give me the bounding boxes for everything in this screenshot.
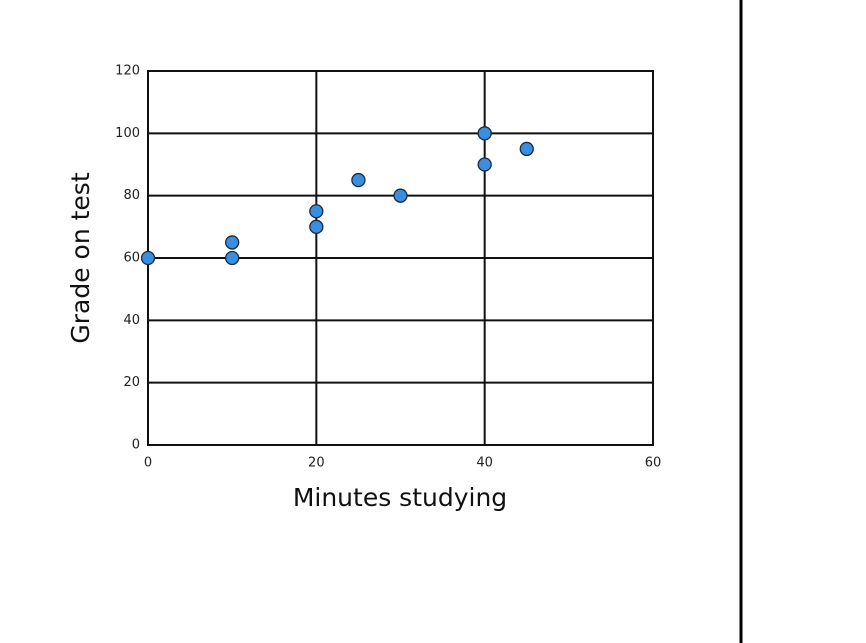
x-tick-label: 60 <box>645 456 662 471</box>
point <box>519 141 534 157</box>
x-axis-title: Minutes studying <box>293 483 507 512</box>
y-axis-title: Grade on test <box>66 172 95 343</box>
point <box>477 126 492 141</box>
point <box>309 219 324 234</box>
point <box>225 250 240 266</box>
point <box>393 188 408 203</box>
y-tick-label: 60 <box>123 251 140 266</box>
point <box>351 172 366 188</box>
y-tick-label: 80 <box>123 188 140 203</box>
point <box>477 157 492 172</box>
y-tick-label: 100 <box>115 126 140 141</box>
y-tick-label: 0 <box>132 438 140 453</box>
point <box>309 204 324 219</box>
x-tick-label: 0 <box>144 456 152 471</box>
x-tick-label: 40 <box>476 456 493 471</box>
x-tick-label: 20 <box>308 456 325 471</box>
point <box>140 250 156 266</box>
y-tick-label: 40 <box>123 313 140 328</box>
y-tick-label: 20 <box>123 375 140 390</box>
point <box>225 235 240 250</box>
y-tick-label: 120 <box>115 64 140 79</box>
